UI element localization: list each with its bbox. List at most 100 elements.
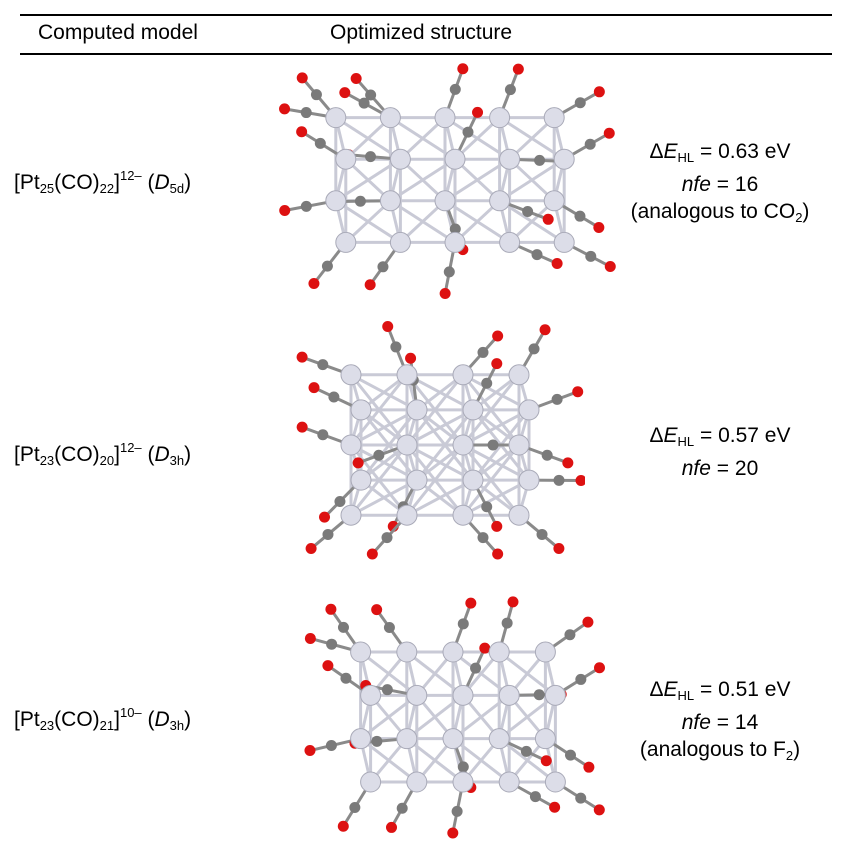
analogy-row-1: (analogous to CO2) [630,200,810,225]
nfe-row-1: nfe = 16 [681,173,759,196]
oxygen-atom [385,821,397,833]
platinum-atom [406,684,428,706]
carbon-atom [575,792,587,804]
platinum-atom [452,504,474,526]
oxygen-atom [364,279,376,291]
carbon-atom [326,638,338,650]
platinum-atom [543,190,565,212]
oxygen-atom [366,548,378,560]
properties-row-3: ΔEHL = 0.51 eV nfe = 14 (analogous to F2… [600,676,840,769]
oxygen-atom [539,324,551,336]
oxygen-atom [593,804,605,816]
carbon-atom [584,138,596,150]
carbon-atom [481,377,493,389]
platinum-atom [488,641,510,663]
pt-pt-bond [444,157,511,203]
analogy-row-3: (analogous to F2) [639,738,801,763]
carbon-atom [371,735,383,747]
oxygen-atom [562,457,574,469]
platinum-atom [462,469,484,491]
platinum-atom [534,641,556,663]
platinum-atom [389,148,411,170]
pt-pt-bond [405,694,464,740]
carbon-atom [504,84,516,96]
platinum-atom [360,684,382,706]
carbon-atom [365,151,377,163]
oxygen-atom [582,616,594,628]
oxygen-atom [350,72,362,84]
platinum-atom [553,231,575,253]
carbon-atom [564,629,576,641]
platinum-atom [489,190,511,212]
carbon-atom [451,805,463,817]
oxygen-atom [549,801,561,813]
oxygen-atom [572,386,584,398]
carbon-atom [321,260,333,272]
oxygen-atom [296,126,308,138]
carbon-atom [522,205,534,217]
delta-e-row-3: ΔEHL = 0.51 eV [649,678,791,703]
carbon-atom [377,261,389,273]
oxygen-atom [604,261,616,273]
platinum-atom [389,231,411,253]
platinum-atom [508,434,530,456]
platinum-atom [498,684,520,706]
platinum-atom [335,148,357,170]
oxygen-atom [296,351,308,363]
oxygen-atom [352,457,364,469]
oxygen-atom [308,382,320,394]
carbon-atom [334,495,346,507]
oxygen-atom [304,632,316,644]
oxygen-atom [492,330,504,342]
oxygen-atom [553,543,565,555]
oxygen-atom [337,820,349,832]
oxygen-atom [319,511,331,523]
platinum-atom [534,728,556,750]
carbon-atom [457,761,469,773]
carbon-atom [529,791,541,803]
carbon-atom [325,740,337,752]
oxygen-atom [540,755,552,767]
top-rule [20,14,832,16]
pt25-cluster-image [250,60,640,300]
platinum-atom [452,364,474,386]
oxygen-atom [491,520,503,532]
carbon-atom [383,622,395,634]
carbon-atom [574,210,586,222]
oxygen-atom [322,660,334,672]
carbon-atom [551,393,563,405]
oxygen-atom [583,761,595,773]
delta-e-row-1: ΔEHL = 0.63 eV [649,140,791,165]
pt-pt-bond [334,157,402,203]
carbon-atom [317,429,329,441]
pt23-co21-cluster-image [288,592,618,842]
header-rule [20,53,832,55]
oxygen-atom [593,662,605,674]
platinum-atom [325,107,347,129]
properties-row-2: ΔEHL = 0.57 eV nfe = 20 [600,422,840,482]
carbon-atom [477,346,489,358]
oxygen-atom [279,103,291,115]
carbon-atom [531,249,543,261]
platinum-atom [508,364,530,386]
platinum-atom [442,728,464,750]
oxygen-atom [296,421,308,433]
carbon-atom [328,391,340,403]
formula-row-1: [Pt25(CO)22]12– (D5d) [14,168,192,196]
carbon-atom [373,449,385,461]
oxygen-atom [279,205,291,217]
carbon-atom [381,684,393,696]
platinum-atom [396,434,418,456]
carbon-atom [501,617,513,629]
oxygen-atom [308,278,320,290]
platinum-atom [340,504,362,526]
platinum-atom [508,504,530,526]
carbon-atom [381,532,393,544]
platinum-atom [379,190,401,212]
platinum-atom [518,469,540,491]
carbon-atom [300,107,312,119]
nfe-row-2: nfe = 20 [681,457,759,480]
carbon-atom [390,341,402,353]
oxygen-atom [551,258,563,270]
platinum-atom [499,148,521,170]
